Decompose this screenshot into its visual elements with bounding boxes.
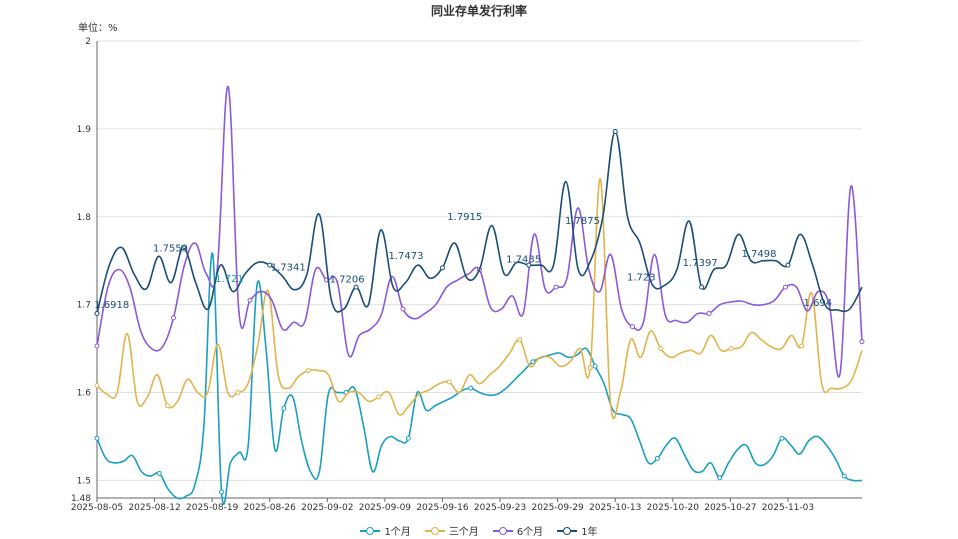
series-point (706, 310, 712, 316)
series-point (405, 435, 411, 441)
data-label: 1.7206 (330, 275, 365, 286)
x-tick-label: 2025-10-20 (647, 503, 700, 513)
series-point (658, 346, 664, 352)
series-point (446, 379, 452, 385)
legend-swatch (424, 526, 445, 535)
x-tick-label: 2025-09-02 (301, 503, 353, 513)
data-label: 1.7915 (447, 212, 482, 223)
series-point (247, 297, 253, 303)
series-point (353, 284, 359, 290)
series-point (439, 265, 445, 271)
series-point (841, 473, 847, 479)
data-label: 1.723 (627, 272, 656, 283)
x-tick-label: 2025-09-09 (359, 503, 412, 513)
legend-label: 三个月 (448, 527, 479, 538)
x-tick-label: 2025-08-12 (128, 503, 180, 513)
legend-item[interactable]: 三个月 (424, 523, 479, 538)
data-label: 1.7435 (506, 254, 541, 265)
data-label: 1.7341 (271, 263, 306, 274)
series-point (94, 383, 100, 389)
y-axis-unit: 单位：% (78, 23, 118, 34)
series-point (612, 129, 618, 135)
data-label: 1.7397 (683, 258, 718, 269)
series-point (717, 475, 723, 481)
data-label: 1.7498 (742, 249, 777, 260)
data-label: 1.7875 (565, 216, 600, 227)
series-point (785, 262, 791, 268)
series-point (699, 284, 705, 290)
data-label: 1.7559 (153, 244, 188, 255)
x-tick-label: 2025-10-13 (589, 503, 641, 513)
legend-label: 1年 (581, 527, 598, 538)
series-point (592, 363, 598, 369)
series-point (171, 315, 176, 321)
legend-label: 1个月 (384, 527, 411, 538)
series-point (219, 489, 225, 495)
y-tick-label: 2 (85, 37, 91, 47)
series-point (235, 390, 241, 396)
series-point (281, 405, 287, 411)
data-label: 1.694 (804, 298, 833, 309)
x-tick-label: 2025-10-27 (704, 503, 756, 513)
legend-swatch (557, 526, 578, 535)
series-point (376, 394, 382, 400)
y-tick-label: 1.9 (77, 125, 92, 135)
series-line-0 (96, 252, 863, 505)
legend-item[interactable]: 1年 (557, 523, 598, 538)
x-tick-label: 2025-11-03 (762, 503, 814, 513)
series-point (468, 385, 474, 391)
series-point (267, 262, 273, 268)
y-tick-label: 1.5 (77, 476, 91, 486)
series-point (783, 284, 788, 290)
series-point (400, 306, 406, 312)
legend-label: 6个月 (516, 527, 544, 538)
data-labels: 1.6918 1.7559 1.721 1.7341 1.7206 1.7473 1.791… (94, 212, 832, 311)
series-line-3 (96, 130, 863, 314)
y-tick-label: 1.6 (77, 389, 92, 399)
chart-title: 同业存单发行利率 (430, 4, 527, 18)
series-point (654, 455, 660, 461)
legend-item[interactable]: 1个月 (360, 523, 411, 538)
x-tick-label: 2025-08-05 (71, 503, 123, 513)
series-point (94, 310, 100, 316)
legend-item[interactable]: 6个月 (492, 523, 544, 538)
series-point (530, 359, 536, 365)
x-tick-label: 2025-08-26 (244, 503, 297, 513)
series-point (728, 346, 734, 352)
data-label: 1.7473 (388, 251, 423, 262)
series-point (94, 435, 100, 441)
series-point (526, 262, 532, 268)
series-point (180, 245, 186, 251)
x-tick-label: 2025-09-29 (531, 503, 584, 513)
y-tick-label: 1.48 (71, 494, 91, 504)
y-tick-label: 1.7 (77, 301, 91, 311)
series-lines (94, 85, 865, 505)
series-point (799, 343, 805, 349)
x-tick-label: 2025-09-16 (416, 503, 469, 513)
x-tick-label: 2025-09-23 (474, 503, 526, 513)
data-label: 1.6918 (94, 300, 129, 311)
series-point (305, 368, 311, 374)
series-point (553, 284, 559, 290)
data-label: 1.721 (215, 274, 244, 285)
legend: 1个月 三个月 6个月 1年 (0, 523, 958, 538)
legend-swatch (360, 526, 381, 535)
series-point (779, 435, 785, 441)
series-point (164, 403, 170, 409)
series-point (630, 324, 635, 330)
legend-swatch (492, 526, 513, 535)
series-point (94, 343, 100, 349)
y-tick-label: 1.8 (77, 213, 92, 223)
series-line-2 (96, 85, 863, 378)
series-point (859, 339, 865, 345)
series-point (156, 470, 162, 476)
series-point (587, 365, 593, 371)
x-tick-label: 2025-08-19 (186, 503, 239, 513)
series-point (517, 337, 523, 343)
